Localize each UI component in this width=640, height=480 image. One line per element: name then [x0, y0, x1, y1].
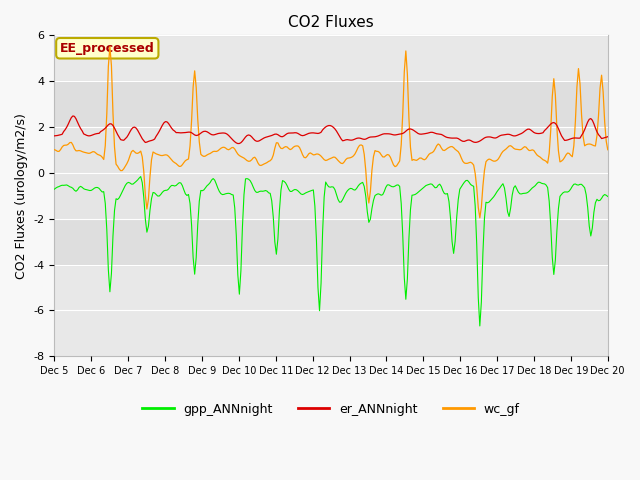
Y-axis label: CO2 Fluxes (urology/m2/s): CO2 Fluxes (urology/m2/s) [15, 113, 28, 279]
er_ANNnight [237, 140, 244, 145]
gpp_ANNnight [576, 181, 584, 187]
er_ANNnight [69, 113, 77, 119]
Legend: gpp_ANNnight, er_ANNnight, wc_gf: gpp_ANNnight, er_ANNnight, wc_gf [137, 398, 525, 420]
gpp_ANNnight [294, 188, 302, 194]
gpp_ANNnight [476, 323, 484, 329]
Bar [54, 127, 608, 219]
wc_gf [106, 44, 114, 49]
Line: er_ANNnight: er_ANNnight [54, 116, 608, 144]
gpp_ANNnight [137, 174, 145, 180]
wc_gf [120, 166, 127, 172]
er_ANNnight [296, 132, 303, 137]
er_ANNnight [576, 135, 584, 141]
Text: EE_processed: EE_processed [60, 42, 155, 55]
gpp_ANNnight [217, 191, 225, 196]
Line: wc_gf: wc_gf [54, 47, 608, 218]
gpp_ANNnight [244, 176, 252, 182]
wc_gf [604, 147, 612, 153]
gpp_ANNnight [118, 189, 126, 194]
wc_gf [236, 153, 243, 158]
Title: CO2 Fluxes: CO2 Fluxes [288, 15, 374, 30]
wc_gf [51, 147, 58, 153]
er_ANNnight [120, 137, 127, 143]
wc_gf [244, 158, 252, 164]
wc_gf [217, 145, 225, 151]
wc_gf [576, 81, 584, 87]
gpp_ANNnight [604, 193, 612, 199]
wc_gf [294, 143, 302, 149]
wc_gf [476, 215, 484, 221]
er_ANNnight [234, 141, 242, 146]
er_ANNnight [604, 134, 612, 140]
er_ANNnight [246, 132, 254, 138]
Bar [54, 81, 608, 264]
er_ANNnight [51, 133, 58, 139]
Line: gpp_ANNnight: gpp_ANNnight [54, 177, 608, 326]
gpp_ANNnight [236, 291, 243, 297]
er_ANNnight [217, 130, 225, 136]
gpp_ANNnight [51, 186, 58, 192]
